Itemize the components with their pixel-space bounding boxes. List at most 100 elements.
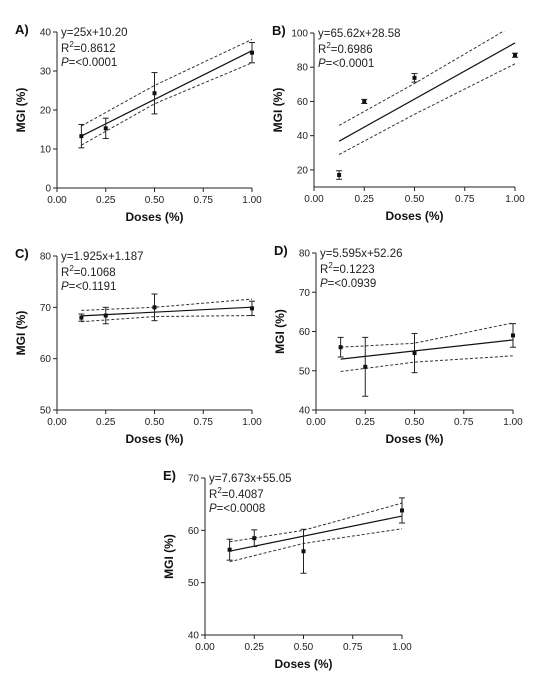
x-tick-label: 0.75 bbox=[194, 417, 214, 428]
x-tick-label: 0.50 bbox=[145, 417, 165, 428]
ci-band-lower bbox=[81, 62, 253, 146]
regression-line bbox=[81, 306, 253, 317]
r-squared: R2=0.6986 bbox=[318, 41, 373, 56]
ci-band-lower bbox=[338, 63, 516, 155]
p-value: P=<0.0001 bbox=[61, 57, 117, 69]
r-squared: R2=0.4087 bbox=[209, 486, 264, 501]
x-tick-label: 0.50 bbox=[405, 417, 425, 428]
regression-equation: y=7.673x+55.05 bbox=[209, 473, 292, 485]
p-value: P=<0.1191 bbox=[61, 281, 116, 293]
y-tick-label: 50 bbox=[40, 406, 52, 417]
data-point bbox=[252, 536, 257, 541]
y-axis-label: MGI (%) bbox=[273, 309, 287, 354]
y-tick-label: 40 bbox=[40, 28, 52, 39]
data-point bbox=[250, 50, 254, 55]
x-tick-label: 0.75 bbox=[194, 195, 214, 206]
y-tick-label: 50 bbox=[188, 578, 200, 589]
x-tick-label: 0.50 bbox=[405, 194, 425, 205]
data-point bbox=[363, 364, 368, 369]
data-point bbox=[337, 173, 342, 178]
y-tick-label: 60 bbox=[299, 327, 311, 338]
data-point bbox=[79, 134, 84, 139]
r-squared: R2=0.8612 bbox=[61, 40, 116, 55]
data-point bbox=[511, 333, 515, 338]
x-tick-label: 1.00 bbox=[392, 642, 412, 653]
y-axis-label: MGI (%) bbox=[271, 88, 285, 133]
x-tick-label: 0.00 bbox=[47, 195, 67, 206]
x-tick-label: 1.00 bbox=[503, 417, 523, 428]
x-tick-label: 1.00 bbox=[242, 417, 262, 428]
ci-band-lower bbox=[229, 528, 403, 563]
x-tick-label: 0.00 bbox=[306, 417, 326, 428]
y-tick-label: 40 bbox=[297, 131, 309, 142]
y-tick-label: 40 bbox=[188, 631, 200, 642]
y-tick-label: 20 bbox=[40, 106, 52, 117]
y-tick-label: 60 bbox=[40, 354, 52, 365]
y-axis-label: MGI (%) bbox=[162, 534, 176, 579]
y-tick-label: 70 bbox=[299, 288, 311, 299]
panel-label: E) bbox=[163, 468, 176, 483]
data-point bbox=[301, 549, 306, 554]
data-point bbox=[152, 91, 157, 96]
y-tick-label: 30 bbox=[40, 67, 52, 78]
x-tick-label: 0.75 bbox=[454, 417, 474, 428]
y-tick-label: 100 bbox=[291, 29, 308, 40]
x-axis-label: Doses (%) bbox=[385, 432, 443, 446]
panel-4: 0.00 0.25 0.50 0.75 1.00 40 50 60 70 80 Doses (%) M… bbox=[273, 243, 523, 446]
x-axis-label: Doses (%) bbox=[385, 209, 443, 223]
y-tick-label: 60 bbox=[188, 526, 200, 537]
data-point bbox=[412, 75, 417, 80]
y-tick-label: 40 bbox=[299, 406, 311, 417]
ci-band-lower bbox=[340, 355, 514, 372]
y-tick-label: 20 bbox=[297, 165, 309, 176]
panel-label: A) bbox=[15, 22, 29, 37]
data-point bbox=[79, 315, 84, 320]
panel-label: D) bbox=[274, 243, 288, 258]
y-tick-label: 0 bbox=[45, 184, 51, 195]
ci-band-upper bbox=[338, 31, 505, 126]
panel-5: 0.00 0.25 0.50 0.75 1.00 40 50 60 70 Doses (%) MGI… bbox=[162, 468, 412, 671]
ci-band-upper bbox=[229, 502, 403, 543]
x-tick-label: 0.25 bbox=[96, 195, 116, 206]
p-value: P=<0.0001 bbox=[318, 58, 374, 70]
data-point bbox=[362, 99, 367, 104]
panel-1: 0.00 0.25 0.50 0.75 1.00 0 10 20 30 40 Doses (%) MG… bbox=[14, 22, 262, 224]
x-tick-label: 0.25 bbox=[245, 642, 265, 653]
regression-equation: y=5.595x+52.26 bbox=[320, 248, 403, 260]
data-point bbox=[513, 53, 517, 58]
regression-equation: y=25x+10.20 bbox=[61, 27, 128, 39]
data-point bbox=[338, 345, 343, 350]
y-tick-label: 70 bbox=[188, 474, 200, 485]
panel-label: C) bbox=[15, 246, 29, 261]
x-tick-label: 0.75 bbox=[455, 194, 475, 205]
x-tick-label: 1.00 bbox=[242, 195, 262, 206]
panel-2: 0.00 0.25 0.50 0.75 1.00 20 40 60 80 100 Doses (%)… bbox=[271, 23, 525, 223]
regression-equation: y=65.62x+28.58 bbox=[318, 28, 401, 40]
x-axis-label: Doses (%) bbox=[125, 432, 183, 446]
ci-band-lower bbox=[81, 315, 253, 323]
ci-band-upper bbox=[81, 38, 253, 127]
data-point bbox=[103, 126, 108, 131]
panel-3: 0.00 0.25 0.50 0.75 1.00 50 60 70 80 Doses (%) MGI… bbox=[14, 246, 262, 446]
y-tick-label: 80 bbox=[40, 252, 52, 263]
x-tick-label: 0.25 bbox=[356, 417, 376, 428]
data-point bbox=[250, 306, 254, 311]
data-point bbox=[400, 508, 404, 513]
y-tick-label: 60 bbox=[297, 97, 309, 108]
y-axis-label: MGI (%) bbox=[14, 88, 28, 133]
x-tick-label: 0.50 bbox=[145, 195, 165, 206]
data-point bbox=[412, 351, 417, 356]
data-point bbox=[103, 313, 108, 318]
regression-line bbox=[229, 515, 403, 552]
regression-line bbox=[81, 50, 253, 137]
y-tick-label: 80 bbox=[297, 63, 309, 74]
data-point bbox=[152, 305, 157, 310]
x-axis-label: Doses (%) bbox=[274, 657, 332, 671]
y-tick-label: 70 bbox=[40, 303, 52, 314]
p-value: P=<0.0939 bbox=[320, 278, 376, 290]
y-tick-label: 50 bbox=[299, 366, 311, 377]
x-tick-label: 0.00 bbox=[304, 194, 324, 205]
y-axis-label: MGI (%) bbox=[14, 311, 28, 356]
x-tick-label: 0.00 bbox=[195, 642, 215, 653]
